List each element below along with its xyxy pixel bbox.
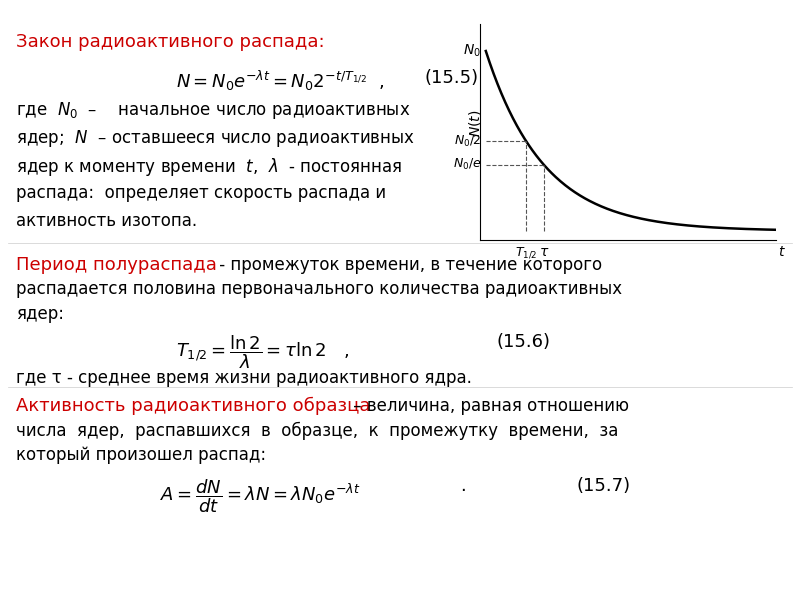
Text: (15.7): (15.7): [576, 477, 630, 495]
Text: Активность радиоактивного образца: Активность радиоактивного образца: [16, 397, 370, 415]
Text: числа  ядер,  распавшихся  в  образце,  к  промежутку  времени,  за: числа ядер, распавшихся в образце, к про…: [16, 422, 618, 440]
Text: ядер к моменту времени  $t$,  $\lambda$  - постоянная: ядер к моменту времени $t$, $\lambda$ - …: [16, 156, 402, 178]
Text: Закон радиоактивного распада:: Закон радиоактивного распада:: [16, 33, 325, 51]
Text: $N_0/e$: $N_0/e$: [453, 157, 481, 172]
Text: где τ - среднее время жизни радиоактивного ядра.: где τ - среднее время жизни радиоактивно…: [16, 369, 472, 387]
Text: $N = N_0 e^{-\lambda t} = N_0 2^{-t/T_{1/2}}$  ,: $N = N_0 e^{-\lambda t} = N_0 2^{-t/T_{1…: [176, 69, 384, 93]
Text: (15.6): (15.6): [496, 333, 550, 351]
Text: ядер;  $N$  – оставшееся число радиоактивных: ядер; $N$ – оставшееся число радиоактивн…: [16, 128, 415, 149]
Text: (15.5): (15.5): [424, 69, 478, 87]
Text: где  $N_0$  –    начальное число радиоактивных: где $N_0$ – начальное число радиоактивны…: [16, 100, 410, 121]
Text: ядер:: ядер:: [16, 305, 64, 323]
Text: $T_{1/2}$: $T_{1/2}$: [515, 245, 538, 260]
Text: - промежуток времени, в течение которого: - промежуток времени, в течение которого: [214, 256, 602, 274]
Text: – величина, равная отношению: – величина, равная отношению: [348, 397, 629, 415]
Text: $N_0/2$: $N_0/2$: [454, 133, 481, 149]
Text: который произошел распад:: который произошел распад:: [16, 446, 266, 464]
Text: $t$: $t$: [778, 245, 786, 259]
Text: $T_{1/2} = \dfrac{\ln 2}{\lambda} = \tau \ln 2$   ,: $T_{1/2} = \dfrac{\ln 2}{\lambda} = \tau…: [176, 333, 350, 371]
Text: $\tau$: $\tau$: [538, 245, 549, 259]
Text: $A = \dfrac{dN}{dt} = \lambda N = \lambda N_0 e^{-\lambda t}$: $A = \dfrac{dN}{dt} = \lambda N = \lambd…: [160, 477, 361, 515]
Text: распадается половина первоначального количества радиоактивных: распадается половина первоначального кол…: [16, 280, 622, 298]
Text: активность изотопа.: активность изотопа.: [16, 212, 197, 230]
Text: Период полураспада: Период полураспада: [16, 256, 217, 274]
Text: $N(t)$: $N(t)$: [467, 109, 483, 137]
Text: .: .: [460, 477, 466, 495]
Text: $N_0$: $N_0$: [463, 43, 481, 59]
Text: распада:  определяет скорость распада и: распада: определяет скорость распада и: [16, 184, 386, 202]
